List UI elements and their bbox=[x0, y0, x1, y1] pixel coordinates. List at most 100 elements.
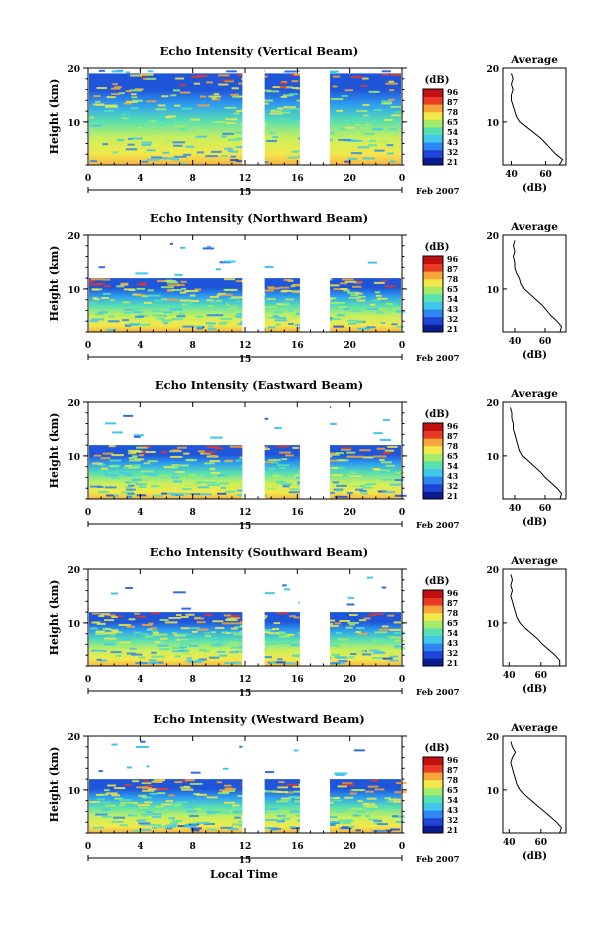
echo-bin bbox=[331, 799, 343, 802]
avg-x-tick-label: 40 bbox=[509, 504, 522, 514]
echo-bin bbox=[95, 313, 104, 316]
echo-bin bbox=[292, 117, 304, 120]
echo-bin bbox=[371, 299, 381, 302]
echo-bin bbox=[180, 280, 187, 283]
echo-bin bbox=[172, 650, 184, 653]
echo-bin bbox=[141, 814, 150, 817]
echo-bin bbox=[174, 781, 183, 784]
echo-bin bbox=[123, 466, 131, 469]
echo-bin bbox=[287, 156, 298, 159]
echo-bin bbox=[392, 307, 402, 310]
echo-bin bbox=[93, 298, 100, 301]
echo-bin bbox=[288, 491, 300, 494]
echo-bin bbox=[342, 782, 353, 785]
echo-bin bbox=[282, 302, 291, 305]
echo-bin bbox=[132, 317, 142, 320]
echo-bin bbox=[96, 622, 106, 625]
echo-bin bbox=[141, 796, 148, 799]
echo-bin bbox=[225, 632, 232, 635]
average-line bbox=[510, 407, 563, 500]
echo-bin bbox=[178, 646, 188, 649]
echo-bin bbox=[230, 627, 238, 630]
echo-bin bbox=[196, 151, 204, 154]
echo-bin bbox=[232, 633, 242, 636]
echo-bin bbox=[348, 296, 361, 299]
x-tick-label: 0 bbox=[85, 174, 91, 184]
echo-bin bbox=[291, 80, 299, 83]
echo-bin bbox=[181, 303, 188, 306]
echo-bin bbox=[152, 633, 162, 636]
echo-bin bbox=[280, 799, 292, 802]
echo-bin bbox=[232, 810, 244, 813]
average-profile: Average 20 10 40 60 (dB) bbox=[486, 388, 567, 528]
avg-x-tick-label: 40 bbox=[505, 170, 518, 180]
colorbar-tick-label: 43 bbox=[447, 471, 459, 481]
colorbar-tick-label: 32 bbox=[447, 314, 458, 324]
echo-bin bbox=[134, 612, 140, 615]
echo-bin bbox=[266, 487, 276, 490]
echo-bin bbox=[278, 111, 291, 114]
echo-bin bbox=[218, 811, 224, 814]
echo-bin bbox=[205, 155, 218, 158]
echo-bin bbox=[118, 92, 125, 95]
echo-bin bbox=[130, 107, 139, 110]
colorbar-tick-label: 21 bbox=[447, 825, 458, 835]
echo-bin bbox=[228, 828, 239, 831]
echo-bin bbox=[151, 485, 160, 488]
echo-bin bbox=[157, 792, 166, 795]
echo-bin bbox=[102, 292, 111, 295]
echo-bin bbox=[207, 328, 217, 331]
echo-bin bbox=[387, 445, 398, 448]
echo-bin bbox=[139, 818, 151, 821]
echo-bin bbox=[169, 308, 183, 311]
echo-bin bbox=[119, 804, 126, 807]
echo-bin bbox=[349, 475, 362, 478]
echo-bin bbox=[181, 649, 189, 652]
sparse-echo bbox=[264, 771, 274, 774]
echo-bin bbox=[292, 284, 302, 287]
colorbar-swatch bbox=[423, 453, 443, 462]
echo-bin bbox=[376, 297, 388, 300]
colorbar-swatch bbox=[423, 643, 443, 652]
echo-bin bbox=[236, 650, 249, 653]
colorbar-swatch bbox=[423, 157, 443, 166]
echo-bin bbox=[328, 318, 342, 321]
echo-bin bbox=[348, 825, 355, 828]
echo-bin bbox=[282, 94, 294, 97]
echo-bin bbox=[236, 300, 246, 303]
echo-bin bbox=[396, 647, 406, 650]
echo-bin bbox=[341, 447, 352, 450]
echo-bin bbox=[267, 287, 280, 290]
echo-bin bbox=[101, 815, 112, 818]
echo-bin bbox=[135, 315, 145, 318]
echo-bin bbox=[291, 87, 299, 90]
sparse-echo bbox=[373, 432, 383, 435]
colorbar-swatch bbox=[423, 119, 443, 128]
echo-bin bbox=[129, 647, 137, 650]
echo-field bbox=[89, 235, 406, 332]
echo-bin bbox=[179, 161, 185, 164]
echo-bin bbox=[355, 829, 361, 832]
colorbar-swatch bbox=[423, 612, 443, 621]
echo-bin bbox=[182, 325, 195, 328]
echo-bin bbox=[130, 450, 143, 453]
echo-bin bbox=[339, 282, 348, 285]
echo-bin bbox=[384, 449, 395, 452]
echo-bin bbox=[143, 472, 152, 475]
beam-panel-3: Echo Intensity (Eastward Beam) 0 4 8 12 16 20 0… bbox=[48, 378, 567, 532]
echo-bin bbox=[109, 629, 119, 632]
echo-bin bbox=[179, 299, 191, 302]
echo-bin bbox=[160, 474, 167, 477]
echo-bin bbox=[93, 454, 102, 457]
echo-bin bbox=[290, 644, 299, 647]
echo-bin bbox=[167, 492, 176, 495]
echo-bin bbox=[94, 100, 101, 103]
sparse-echo bbox=[125, 586, 133, 589]
echo-bin bbox=[216, 294, 222, 297]
echo-bin bbox=[121, 117, 129, 120]
colorbar-swatch bbox=[423, 423, 443, 431]
echo-bin bbox=[96, 87, 108, 90]
echo-bin bbox=[230, 661, 242, 664]
sparse-echo bbox=[335, 773, 345, 776]
echo-bin bbox=[128, 484, 135, 487]
